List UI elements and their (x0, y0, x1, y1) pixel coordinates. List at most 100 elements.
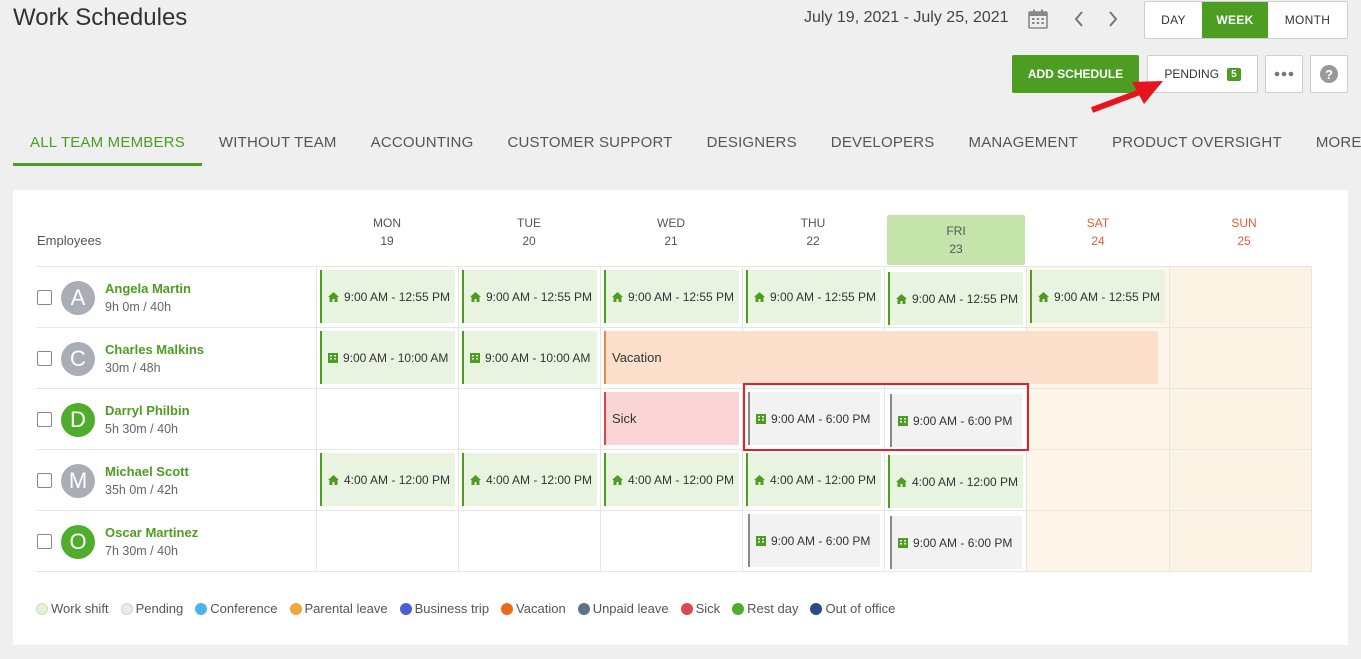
office-building-icon (756, 535, 766, 546)
vacation-block[interactable]: Vacation (604, 331, 1158, 384)
tab-accounting[interactable]: ACCOUNTING (370, 133, 474, 151)
tab-management[interactable]: MANAGEMENT (968, 133, 1079, 151)
calendar-icon[interactable] (1028, 9, 1048, 29)
home-icon (754, 474, 765, 485)
day-header-tue: TUE 20 (517, 216, 541, 248)
shift-block[interactable]: 4:00 AM - 12:00 PM (604, 453, 739, 506)
legend-item-unpaid-leave: Unpaid leave (577, 601, 669, 616)
avatar: C (61, 341, 95, 376)
shift-block[interactable]: 9:00 AM - 10:00 AM (320, 331, 455, 384)
employee-checkbox[interactable] (37, 473, 52, 488)
shift-block[interactable]: 9:00 AM - 12:55 PM (746, 270, 881, 323)
view-day-button[interactable]: DAY (1161, 13, 1186, 27)
pending-shift-block[interactable]: 9:00 AM - 6:00 PM (748, 392, 880, 445)
schedule-card: Employees MON 19 TUE 20 WED 21 THU 22 FRI 23 … (13, 190, 1348, 645)
legend-item-work-shift: Work shift (36, 601, 109, 616)
employee-row-darryl: D Darryl Philbin 5h 30m / 40h (37, 389, 317, 450)
date-range: July 19, 2021 - July 25, 2021 (804, 9, 1009, 26)
day-header-wed: WED 21 (657, 216, 685, 248)
employee-row-michael: M Michael Scott 35h 0m / 42h (37, 450, 317, 511)
tab-all-team-members[interactable]: ALL TEAM MEMBERS (13, 120, 202, 166)
add-schedule-button[interactable]: ADD SCHEDULE (1012, 55, 1139, 93)
team-tabs: ALL TEAM MEMBERS WITHOUT TEAM ACCOUNTING… (13, 120, 1361, 166)
legend-item-out-of-office: Out of office (810, 601, 895, 616)
employee-hours: 5h 30m / 40h (105, 421, 178, 436)
legend-item-conference: Conference (195, 601, 278, 616)
tab-designers[interactable]: DESIGNERS (706, 133, 797, 151)
office-building-icon (756, 413, 766, 424)
office-building-icon (898, 537, 908, 548)
day-header-sun: SUN 25 (1231, 216, 1257, 248)
shift-block[interactable]: 9:00 AM - 12:55 PM (888, 272, 1023, 325)
shift-block[interactable]: 4:00 AM - 12:00 PM (888, 455, 1023, 508)
employee-checkbox[interactable] (37, 351, 52, 366)
shift-block[interactable]: 9:00 AM - 12:55 PM (320, 270, 455, 323)
home-icon (1038, 291, 1049, 302)
avatar: M (61, 463, 95, 498)
employee-hours: 30m / 48h (105, 360, 161, 375)
view-week-button[interactable]: WEEK (1202, 2, 1268, 38)
shift-block[interactable]: 9:00 AM - 12:55 PM (462, 270, 597, 323)
home-icon (328, 474, 339, 485)
more-options-button[interactable] (1265, 55, 1303, 93)
pending-shift-block[interactable]: 9:00 AM - 6:00 PM (890, 516, 1022, 569)
legend: Work shift Pending Conference Parental l… (36, 601, 895, 616)
employee-name[interactable]: Darryl Philbin (105, 402, 190, 418)
tab-without-team[interactable]: WITHOUT TEAM (218, 133, 337, 151)
home-icon (328, 291, 339, 302)
employee-hours: 7h 30m / 40h (105, 543, 178, 558)
employee-name[interactable]: Angela Martin (105, 280, 191, 296)
shift-block[interactable]: 9:00 AM - 10:00 AM (462, 331, 597, 384)
legend-item-pending: Pending (120, 601, 183, 616)
day-header-mon: MON 19 (373, 216, 401, 248)
employee-hours: 35h 0m / 42h (105, 482, 178, 497)
employee-checkbox[interactable] (37, 412, 52, 427)
home-icon (470, 291, 481, 302)
office-building-icon (470, 352, 480, 363)
legend-item-business-trip: Business trip (399, 601, 489, 616)
weekend-column-sun (1170, 267, 1312, 571)
employee-row-oscar: O Oscar Martinez 7h 30m / 40h (37, 511, 317, 572)
employee-checkbox[interactable] (37, 290, 52, 305)
pending-shift-block[interactable]: 9:00 AM - 6:00 PM (890, 394, 1022, 447)
tab-product-oversight[interactable]: PRODUCT OVERSIGHT (1112, 133, 1282, 151)
shift-block[interactable]: 9:00 AM - 12:55 PM (1030, 270, 1165, 323)
sick-block[interactable]: Sick (604, 392, 739, 445)
home-icon (754, 291, 765, 302)
tab-more[interactable]: MORE (1299, 120, 1361, 164)
next-week-button[interactable] (1104, 8, 1122, 30)
home-icon (896, 293, 907, 304)
day-header-thu: THU 22 (800, 216, 826, 248)
tab-customer-support[interactable]: CUSTOMER SUPPORT (507, 133, 673, 151)
shift-block[interactable]: 4:00 AM - 12:00 PM (462, 453, 597, 506)
employee-name[interactable]: Michael Scott (105, 463, 189, 479)
employee-checkbox[interactable] (37, 534, 52, 549)
annotation-arrow-icon (1090, 81, 1163, 113)
employee-name[interactable]: Charles Malkins (105, 341, 204, 357)
shift-block[interactable]: 4:00 AM - 12:00 PM (320, 453, 455, 506)
employee-row-charles: C Charles Malkins 30m / 48h (37, 328, 317, 389)
employee-name[interactable]: Oscar Martinez (105, 524, 199, 540)
legend-item-parental-leave: Parental leave (289, 601, 388, 616)
tab-developers[interactable]: DEVELOPERS (830, 133, 935, 151)
view-month-button[interactable]: MONTH (1284, 13, 1331, 27)
shift-block[interactable]: 9:00 AM - 12:55 PM (604, 270, 739, 323)
office-building-icon (898, 415, 908, 426)
avatar: O (61, 524, 95, 559)
employee-hours: 9h 0m / 40h (105, 299, 172, 314)
shift-block[interactable]: 4:00 AM - 12:00 PM (746, 453, 881, 506)
avatar: A (61, 280, 95, 315)
help-button[interactable]: ? (1310, 55, 1348, 93)
day-header-sat: SAT 24 (1086, 216, 1110, 248)
legend-item-vacation: Vacation (501, 601, 566, 616)
prev-week-button[interactable] (1070, 8, 1088, 30)
home-icon (470, 474, 481, 485)
employees-header: Employees (37, 233, 102, 248)
pending-shift-block[interactable]: 9:00 AM - 6:00 PM (748, 514, 880, 567)
pending-button[interactable]: PENDING 5 (1147, 55, 1258, 93)
page-title: Work Schedules (13, 4, 188, 31)
ellipsis-icon (1274, 71, 1294, 77)
day-header-fri-today: FRI 23 (887, 215, 1025, 265)
pending-count-badge: 5 (1227, 67, 1241, 81)
home-icon (612, 291, 623, 302)
